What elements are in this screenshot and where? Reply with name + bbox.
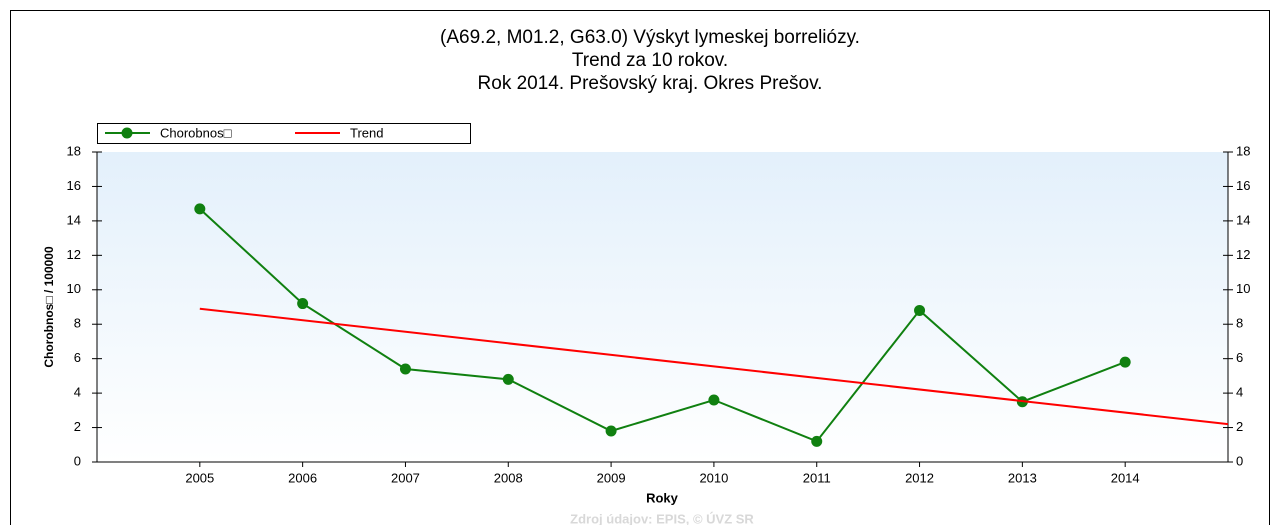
y-tick-label: 10: [67, 281, 81, 296]
chart-title: Rok 2014. Prešovský kraj. Okres Prešov.: [478, 73, 823, 94]
y-tick-label: 18: [67, 143, 81, 158]
y2-tick-label: 10: [1236, 281, 1250, 296]
source-note: Zdroj údajov: EPIS, © ÚVZ SR: [570, 511, 754, 525]
x-tick-label: 2010: [699, 470, 728, 485]
data-point: [811, 435, 823, 447]
data-point: [502, 373, 514, 385]
y2-tick-label: 16: [1236, 178, 1250, 193]
y-tick-label: 14: [67, 212, 81, 227]
x-tick-label: 2011: [803, 470, 831, 485]
x-tick-label: 2007: [391, 470, 420, 485]
x-tick-label: 2008: [494, 470, 523, 485]
y2-tick-label: 12: [1236, 247, 1250, 262]
data-point: [297, 298, 309, 310]
x-tick-label: 2009: [597, 470, 626, 485]
y-tick-label: 2: [74, 419, 81, 434]
y2-tick-label: 2: [1236, 419, 1243, 434]
y-tick-label: 0: [74, 453, 81, 468]
series-line: [199, 208, 1126, 443]
x-tick-label: 2013: [1008, 470, 1037, 485]
series-line: [199, 307, 1229, 426]
chart-title: Trend za 10 rokov.: [572, 50, 728, 71]
y-tick-label: 6: [74, 350, 81, 365]
y2-tick-label: 6: [1236, 350, 1243, 365]
data-point: [914, 304, 926, 316]
x-axis-label: Roky: [646, 490, 679, 505]
y2-tick-label: 14: [1236, 212, 1250, 227]
data-point: [1119, 356, 1131, 368]
y-tick-label: 4: [74, 385, 81, 400]
data-point: [194, 203, 206, 215]
chart-title: (A69.2, M01.2, G63.0) Výskyt lymeskej bo…: [440, 27, 860, 48]
y-axis-label: Chorobnos□ / 100000: [42, 246, 56, 368]
plot-background: [97, 152, 1228, 462]
y-tick-label: 8: [74, 316, 81, 331]
x-tick-label: 2005: [185, 470, 214, 485]
legend-marker: [121, 127, 133, 139]
y2-tick-label: 18: [1236, 143, 1250, 158]
legend-box: [97, 123, 471, 144]
data-point: [399, 363, 411, 375]
y2-tick-label: 0: [1236, 453, 1243, 468]
data-point: [708, 394, 720, 406]
y-tick-label: 16: [67, 178, 81, 193]
y2-tick-label: 4: [1236, 385, 1243, 400]
data-point: [605, 425, 617, 437]
y2-tick-label: 8: [1236, 316, 1243, 331]
y-tick-label: 12: [67, 247, 81, 262]
legend-label: Trend: [350, 125, 383, 140]
legend-label: Chorobnos□: [160, 125, 232, 140]
x-tick-label: 2014: [1111, 470, 1140, 485]
x-tick-label: 2006: [288, 470, 317, 485]
panel-border: [10, 10, 1270, 525]
x-tick-label: 2012: [905, 470, 934, 485]
